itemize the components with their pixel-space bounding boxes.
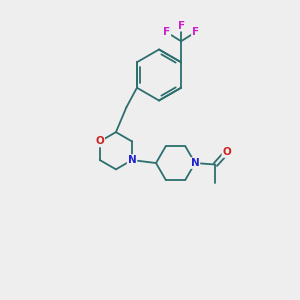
Text: N: N (190, 158, 200, 168)
Text: F: F (178, 21, 184, 31)
Text: O: O (222, 147, 231, 157)
Text: F: F (192, 27, 199, 37)
Text: F: F (163, 27, 170, 37)
Text: N: N (128, 155, 136, 165)
Text: O: O (95, 136, 104, 146)
